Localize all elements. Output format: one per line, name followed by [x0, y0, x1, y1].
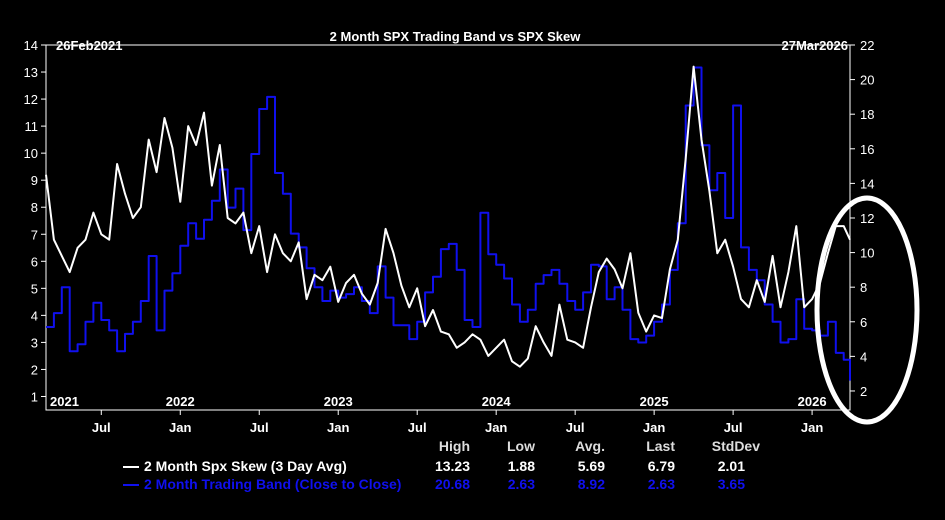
- stats-header-high: High: [438, 438, 470, 454]
- stats-header-avg: Avg.: [575, 438, 605, 454]
- year-label: 2021: [50, 394, 79, 409]
- left-tick-label: 7: [31, 227, 38, 242]
- month-label: Jul: [250, 420, 269, 435]
- stat-band-last: 2.63: [647, 476, 675, 492]
- series-layer: [45, 65, 851, 381]
- year-label: 2024: [482, 394, 512, 409]
- right-tick-label: 4: [860, 349, 867, 364]
- right-tick-label: 8: [860, 280, 867, 295]
- highlight-ellipse: [814, 195, 920, 425]
- stat-band-stddev: 3.65: [717, 476, 745, 492]
- stats-header-row: High Low Avg. Last StdDev: [120, 438, 780, 456]
- plot-frame: [45, 44, 851, 411]
- left-tick-label: 9: [31, 173, 38, 188]
- year-label: 2023: [324, 394, 353, 409]
- left-tick-label: 8: [31, 200, 38, 215]
- month-label: Jan: [327, 420, 349, 435]
- chart-title: 2 Month SPX Trading Band vs SPX Skew: [330, 29, 582, 44]
- stats-row-skew: 2 Month Spx Skew (3 Day Avg) 13.23 1.88 …: [120, 458, 780, 476]
- month-label: Jan: [169, 420, 191, 435]
- right-tick-label: 22: [860, 38, 874, 53]
- right-tick-label: 6: [860, 315, 867, 330]
- stats-header-last: Last: [646, 438, 675, 454]
- left-tick-label: 14: [24, 38, 38, 53]
- stats-header-low: Low: [507, 438, 535, 454]
- stat-skew-stddev: 2.01: [717, 458, 745, 474]
- left-tick-label: 13: [24, 65, 38, 80]
- date-start-label: 26Feb2021: [56, 38, 123, 53]
- year-label: 2022: [166, 394, 195, 409]
- right-tick-label: 20: [860, 73, 874, 88]
- left-tick-label: 11: [25, 119, 39, 134]
- right-tick-label: 14: [860, 176, 874, 191]
- year-label: 2026: [798, 394, 827, 409]
- stat-band-high: 20.68: [434, 476, 470, 492]
- year-label: 2025: [640, 394, 669, 409]
- stats-row-band: 2 Month Trading Band (Close to Close) 20…: [120, 476, 780, 494]
- right-axis: 2 4 6 8 10 12 14 16 18 20 22: [850, 38, 874, 399]
- series-line-skew: [45, 65, 851, 368]
- left-tick-label: 3: [31, 335, 38, 350]
- stat-skew-low: 1.88: [507, 458, 535, 474]
- legend-label-band: 2 Month Trading Band (Close to Close): [144, 476, 402, 492]
- legend-swatch-skew: [123, 466, 139, 468]
- stat-skew-avg: 5.69: [577, 458, 605, 474]
- month-label: Jul: [724, 420, 743, 435]
- stat-band-avg: 8.92: [577, 476, 605, 492]
- left-tick-label: 6: [31, 254, 38, 269]
- month-label: Jul: [92, 420, 111, 435]
- legend-swatch-band: [123, 484, 139, 486]
- right-tick-label: 12: [860, 211, 874, 226]
- month-label: Jan: [643, 420, 665, 435]
- series-line-band: [46, 66, 851, 381]
- left-tick-label: 4: [31, 308, 38, 323]
- x-axis: 2021 2022 2023 2024 2025 2026 Jul Jan Jul Jan Jul J…: [50, 394, 827, 435]
- legend-label-skew: 2 Month Spx Skew (3 Day Avg): [144, 458, 347, 474]
- stat-skew-high: 13.23: [434, 458, 470, 474]
- stats-header-stddev: StdDev: [711, 438, 760, 454]
- left-tick-label: 10: [24, 146, 38, 161]
- month-label: Jan: [485, 420, 507, 435]
- month-label: Jul: [566, 420, 585, 435]
- date-end-label: 27Mar2026: [782, 38, 849, 53]
- month-label: Jan: [801, 420, 823, 435]
- left-tick-label: 1: [31, 389, 38, 404]
- left-tick-label: 5: [31, 281, 38, 296]
- stat-skew-last: 6.79: [647, 458, 675, 474]
- right-tick-label: 2: [860, 384, 867, 399]
- left-tick-label: 2: [31, 362, 38, 377]
- right-tick-label: 10: [860, 246, 874, 261]
- right-tick-label: 18: [860, 107, 874, 122]
- left-tick-label: 12: [24, 92, 38, 107]
- right-tick-label: 16: [860, 142, 874, 157]
- month-label: Jul: [408, 420, 427, 435]
- stat-band-low: 2.63: [507, 476, 535, 492]
